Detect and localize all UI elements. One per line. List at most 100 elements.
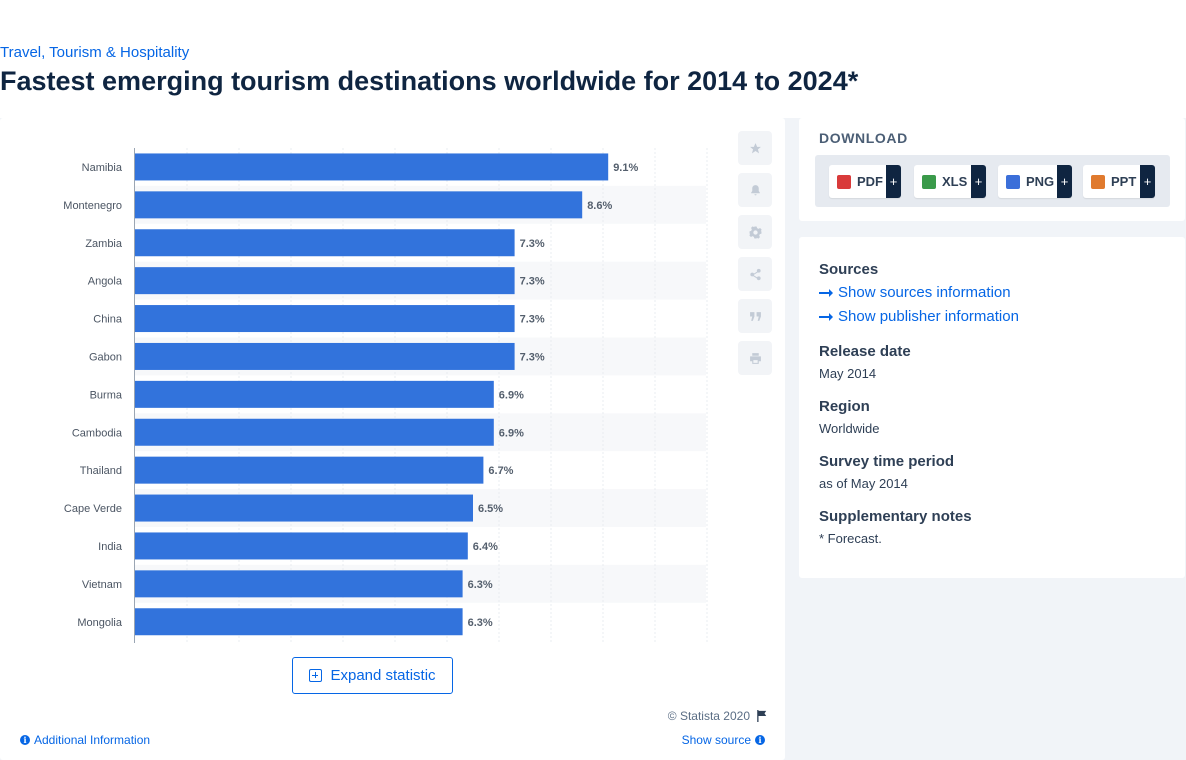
supplementary-notes-value: * Forecast.: [819, 531, 882, 546]
category-label: Thailand: [80, 465, 122, 477]
release-date-value: May 2014: [819, 366, 877, 381]
bar: [135, 229, 515, 257]
download-card: DOWNLOAD PDF + XLS + PNG + PPT +: [799, 118, 1185, 221]
favorite-button[interactable]: [738, 131, 772, 165]
info-icon: i: [755, 735, 765, 745]
download-buttons: PDF + XLS + PNG + PPT +: [815, 155, 1170, 207]
value-label: 7.3%: [520, 314, 545, 326]
category-label: Zambia: [85, 238, 123, 250]
category-label: Mongolia: [77, 617, 123, 629]
category-label: India: [98, 541, 123, 553]
print-button[interactable]: [738, 341, 772, 375]
expand-statistic-button[interactable]: Expand statistic: [292, 657, 453, 694]
category-label: Burma: [90, 389, 123, 401]
arrow-right-icon: [819, 288, 833, 297]
value-label: 7.3%: [520, 276, 545, 288]
bar: [135, 532, 468, 560]
bar: [135, 570, 463, 598]
show-sources-link[interactable]: Show sources information: [819, 284, 1011, 301]
value-label: 6.7%: [488, 465, 513, 477]
breadcrumb[interactable]: Travel, Tourism & Hospitality: [0, 44, 190, 61]
bar: [135, 608, 463, 636]
region-value: Worldwide: [819, 421, 880, 436]
chart-fade-overlay: [0, 693, 720, 743]
download-ppt-button[interactable]: PPT +: [1083, 165, 1155, 198]
supplementary-notes-heading: Supplementary notes: [819, 508, 972, 525]
plus-icon: +: [1140, 165, 1155, 198]
download-title: DOWNLOAD: [819, 130, 908, 146]
category-label: Vietnam: [82, 579, 122, 591]
download-png-button[interactable]: PNG +: [998, 165, 1072, 198]
show-source-label: Show source: [681, 733, 751, 747]
share-icon: [749, 268, 761, 280]
release-date-heading: Release date: [819, 343, 911, 360]
star-icon: [749, 142, 761, 153]
additional-information-label: Additional Information: [34, 733, 151, 747]
download-xls-label: XLS: [942, 174, 968, 189]
category-label: Cambodia: [72, 427, 123, 439]
value-label: 7.3%: [520, 351, 545, 363]
bar-chart: Namibia 9.1% Montenegro 8.6% Zambia 7.3% Angol…: [63, 148, 708, 643]
value-label: 6.9%: [499, 427, 524, 439]
value-label: 6.3%: [468, 579, 493, 591]
download-pdf-label: PDF: [857, 174, 883, 189]
category-label: Gabon: [89, 351, 122, 363]
header-band: [0, 0, 1186, 118]
value-label: 9.1%: [613, 162, 638, 174]
value-label: 6.9%: [499, 389, 524, 401]
value-label: 6.3%: [468, 617, 493, 629]
xls-file-icon: [922, 174, 936, 189]
bar: [135, 342, 515, 370]
gear-icon: [748, 225, 762, 239]
show-publisher-label: Show publisher information: [838, 308, 1019, 325]
quote-icon: [749, 311, 761, 321]
print-icon: [749, 352, 761, 364]
bar: [135, 380, 494, 408]
statistic-details-card: Sources Show sources information Show pu…: [799, 237, 1185, 578]
expand-label: Expand statistic: [330, 667, 436, 684]
info-icon: i: [20, 735, 30, 745]
bar: [135, 456, 484, 484]
bar: [135, 191, 583, 219]
bell-icon: [750, 184, 760, 195]
flag-icon[interactable]: [756, 710, 767, 722]
bar: [135, 153, 609, 181]
bar: [135, 418, 494, 446]
settings-button[interactable]: [738, 215, 772, 249]
bar: [135, 267, 515, 295]
pdf-file-icon: [837, 174, 851, 189]
share-button[interactable]: [738, 257, 772, 291]
plus-icon: +: [971, 165, 986, 198]
download-xls-button[interactable]: XLS +: [914, 165, 986, 198]
additional-information-link[interactable]: i Additional Information: [20, 733, 150, 747]
download-png-label: PNG: [1026, 174, 1055, 189]
chart-toolbar: [738, 131, 772, 383]
survey-period-heading: Survey time period: [819, 453, 955, 470]
value-label: 6.4%: [473, 541, 498, 553]
show-source-link[interactable]: Show source i: [682, 733, 765, 747]
category-label: Montenegro: [63, 200, 122, 212]
copyright-text: © Statista 2020: [667, 709, 750, 723]
png-file-icon: [1006, 174, 1020, 189]
download-pdf-button[interactable]: PDF +: [829, 165, 901, 198]
alert-button[interactable]: [738, 173, 772, 207]
arrow-right-icon: [819, 312, 833, 321]
sources-heading: Sources: [819, 261, 879, 278]
show-publisher-link[interactable]: Show publisher information: [819, 308, 1019, 325]
plus-icon: +: [1057, 165, 1072, 198]
category-label: China: [93, 314, 123, 326]
category-label: Angola: [88, 276, 123, 288]
region-heading: Region: [819, 398, 870, 415]
bar: [135, 494, 473, 522]
expand-icon: [309, 669, 323, 682]
value-label: 8.6%: [587, 200, 612, 212]
survey-period-value: as of May 2014: [819, 476, 908, 491]
category-label: Namibia: [82, 162, 123, 174]
show-sources-label: Show sources information: [838, 284, 1011, 301]
value-label: 7.3%: [520, 238, 545, 250]
download-ppt-label: PPT: [1111, 174, 1137, 189]
bar: [135, 305, 515, 333]
value-label: 6.5%: [478, 503, 503, 515]
plus-icon: +: [886, 165, 901, 198]
cite-button[interactable]: [738, 299, 772, 333]
